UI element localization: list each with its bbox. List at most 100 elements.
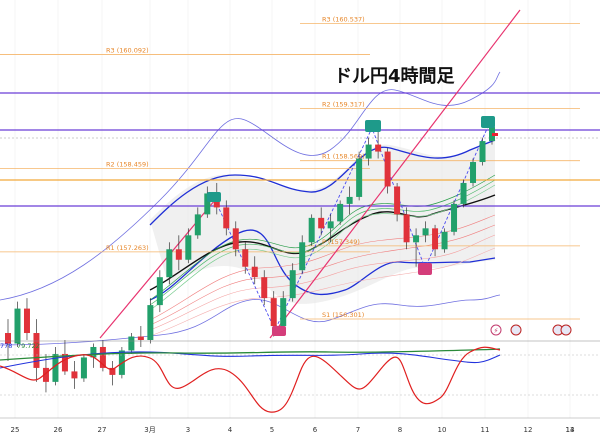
x-tick-label: 8	[398, 426, 402, 434]
candle	[289, 263, 296, 302]
candle	[99, 340, 106, 372]
x-tick-label: 7	[356, 426, 360, 434]
candle	[33, 319, 40, 382]
candle	[175, 235, 182, 271]
trendline-red	[269, 9, 521, 339]
candle	[394, 182, 401, 222]
x-tick-label: 4	[228, 426, 233, 434]
candle	[137, 326, 144, 347]
marker-teal-2	[365, 120, 381, 132]
candle	[109, 360, 116, 386]
candle	[223, 200, 230, 236]
marker-teal-1	[207, 192, 221, 202]
horizontal-lines	[0, 92, 600, 207]
bb-outer-upper	[0, 71, 501, 301]
marker-pink-2	[418, 263, 432, 275]
candle	[194, 207, 201, 239]
candle	[90, 343, 97, 368]
candle	[80, 353, 87, 382]
candle	[185, 228, 192, 264]
last-price-tag	[492, 133, 498, 136]
candle	[308, 214, 315, 246]
candle	[441, 228, 448, 253]
candle	[280, 291, 287, 330]
candle	[413, 228, 420, 267]
candle	[204, 186, 211, 218]
osc-label-2: 79.722	[17, 342, 40, 350]
osc-label-1: 778	[0, 342, 12, 350]
pivot-label: R3 (160.537)	[322, 15, 365, 23]
bb-lower	[149, 229, 496, 301]
event-icons[interactable]: ⚡	[490, 324, 572, 336]
candle	[23, 298, 30, 340]
markers	[207, 116, 498, 336]
x-tick-label: 14	[566, 426, 575, 434]
x-tick-label: 5	[270, 426, 274, 434]
candle	[327, 214, 334, 243]
osc-blue	[0, 351, 501, 369]
x-tick-label: 12	[524, 426, 533, 434]
candle	[5, 319, 11, 361]
lightning-icon	[490, 324, 502, 336]
x-tick-label: 13	[566, 426, 575, 434]
candle	[128, 333, 135, 354]
indicator-bands	[0, 71, 501, 346]
ma-green-1	[149, 174, 496, 301]
x-tick-label: 25	[11, 426, 20, 434]
candle	[71, 360, 78, 389]
candle	[470, 158, 477, 187]
candle	[403, 207, 410, 250]
candle	[299, 235, 306, 274]
ma-green-3	[149, 184, 496, 311]
pivot-label: P (157.349)	[322, 238, 360, 246]
candle	[451, 200, 458, 236]
pivot-label: R2 (158.459)	[106, 160, 149, 168]
pivot-label: R1 (157.263)	[106, 244, 149, 252]
x-tick-label: 10	[438, 426, 447, 434]
x-tick-label: 26	[54, 426, 63, 434]
candle	[384, 148, 391, 194]
candle	[232, 221, 239, 257]
candle	[156, 270, 163, 313]
candle	[318, 207, 325, 236]
ma-red-4	[149, 247, 496, 337]
pivot-label: R1 (158.569)	[322, 153, 365, 161]
pivot-levels: R3 (160.537) R3 (160.092) R2 (159.317) R1 (…	[0, 15, 580, 320]
x-tick-label: 11	[481, 426, 490, 434]
candle	[337, 200, 344, 225]
pivot-label: R2 (159.317)	[322, 101, 365, 109]
pivot-label: S1 (156.301)	[322, 311, 364, 319]
x-tick-label: 27	[98, 426, 107, 434]
candle	[460, 179, 467, 208]
bb-outer-lower	[0, 294, 501, 346]
bb-upper	[149, 139, 496, 226]
candle	[242, 242, 249, 274]
x-tick-label: 6	[313, 426, 318, 434]
candle	[14, 301, 21, 347]
ma-red-3	[149, 234, 496, 331]
pivot-label: R3 (160.092)	[106, 46, 149, 54]
candle	[356, 151, 363, 201]
x-tick-label: 3	[186, 426, 190, 434]
candle	[432, 224, 439, 257]
candle	[422, 221, 429, 243]
osc-red	[0, 346, 501, 413]
us-flag-icon-3	[560, 324, 572, 336]
candle	[346, 186, 353, 215]
candle	[479, 137, 486, 166]
svg-text:⚡: ⚡	[494, 327, 499, 335]
marker-teal-3	[481, 116, 495, 128]
candle	[147, 298, 154, 344]
x-tick-label: 3月	[144, 426, 155, 434]
candle	[61, 340, 68, 375]
candle	[365, 137, 372, 166]
candle	[251, 256, 258, 285]
candle	[166, 242, 173, 285]
candle	[261, 270, 268, 306]
oscillator-pane: 778 79.722	[0, 340, 600, 413]
marker-pink-1	[272, 326, 286, 336]
us-flag-icon	[510, 324, 522, 336]
chart-title: ドル円4時間足	[334, 66, 455, 87]
